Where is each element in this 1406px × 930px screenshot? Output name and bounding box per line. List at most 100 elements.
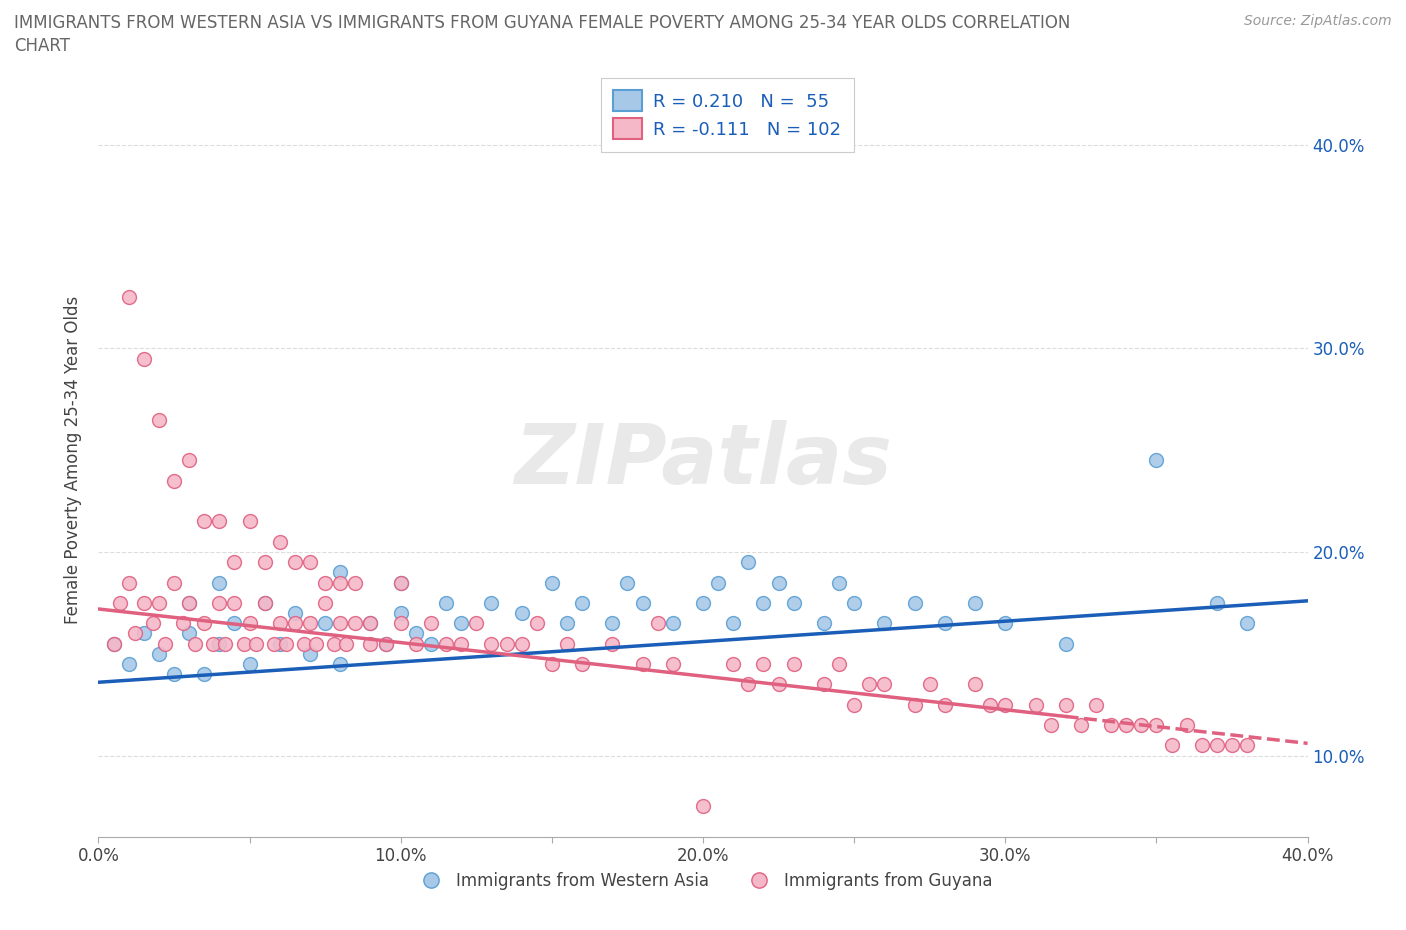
Point (299, 646, 322, 661)
Point (1024, 698, 1046, 712)
Point (208, 575, 231, 590)
Point (571, 595, 593, 610)
Point (148, 412, 170, 427)
Point (284, 616, 307, 631)
Point (253, 554, 276, 569)
Point (1144, 453, 1167, 468)
Point (374, 636, 396, 651)
Point (148, 646, 170, 661)
Y-axis label: Female Poverty Among 25-34 Year Olds: Female Poverty Among 25-34 Year Olds (65, 297, 83, 624)
Point (828, 575, 851, 590)
Point (1236, 616, 1258, 631)
Point (263, 636, 285, 651)
Text: IMMIGRANTS FROM WESTERN ASIA VS IMMIGRANTS FROM GUYANA FEMALE POVERTY AMONG 25-3: IMMIGRANTS FROM WESTERN ASIA VS IMMIGRAN… (14, 14, 1070, 32)
Point (239, 616, 262, 631)
Point (631, 657, 654, 671)
Point (1160, 737, 1182, 752)
Point (1191, 737, 1213, 752)
Point (193, 616, 215, 631)
Point (858, 677, 880, 692)
Point (571, 657, 593, 671)
Point (299, 554, 322, 569)
Point (269, 535, 291, 550)
Point (481, 636, 503, 651)
Point (828, 657, 851, 671)
Point (208, 595, 231, 610)
Point (602, 636, 624, 651)
Point (979, 698, 1001, 712)
Point (495, 636, 517, 651)
Point (153, 636, 176, 651)
Point (314, 575, 336, 590)
Point (661, 657, 683, 671)
Point (163, 575, 186, 590)
Point (510, 636, 533, 651)
Point (389, 616, 412, 631)
Point (360, 616, 382, 631)
Point (481, 595, 503, 610)
Point (360, 616, 382, 631)
Point (555, 616, 578, 631)
Point (904, 698, 927, 712)
Point (208, 636, 231, 651)
Point (1085, 698, 1108, 712)
Point (1054, 636, 1077, 651)
Point (994, 616, 1017, 631)
Point (245, 636, 267, 651)
Point (284, 554, 307, 569)
Point (329, 575, 352, 590)
Point (179, 453, 201, 468)
Point (389, 575, 412, 590)
Point (329, 657, 352, 671)
Point (374, 636, 396, 651)
Text: ZIPatlas: ZIPatlas (515, 419, 891, 501)
Point (108, 595, 131, 610)
Point (323, 636, 346, 651)
Point (344, 575, 367, 590)
Point (540, 575, 562, 590)
Point (274, 636, 297, 651)
Point (1236, 737, 1258, 752)
Point (118, 290, 141, 305)
Point (692, 595, 714, 610)
Point (1175, 718, 1198, 733)
Point (389, 605, 412, 620)
Text: CHART: CHART (14, 37, 70, 55)
Point (148, 595, 170, 610)
Point (118, 575, 141, 590)
Point (284, 605, 307, 620)
Point (918, 677, 941, 692)
Point (904, 595, 927, 610)
Point (292, 636, 315, 651)
Point (844, 595, 866, 610)
Point (224, 595, 246, 610)
Point (723, 616, 745, 631)
Point (934, 616, 956, 631)
Point (389, 575, 412, 590)
Point (510, 605, 533, 620)
Point (224, 616, 246, 631)
Point (224, 554, 246, 569)
Point (193, 667, 215, 682)
Point (305, 636, 328, 651)
Point (163, 473, 186, 488)
Point (202, 636, 225, 651)
Point (737, 554, 759, 569)
Point (184, 636, 207, 651)
Point (1130, 718, 1153, 733)
Point (737, 677, 759, 692)
Point (965, 677, 987, 692)
Point (450, 616, 472, 631)
Point (253, 595, 276, 610)
Point (314, 595, 336, 610)
Point (1039, 718, 1062, 733)
Point (179, 595, 201, 610)
Point (540, 657, 562, 671)
Point (647, 616, 669, 631)
Point (631, 595, 654, 610)
Point (179, 595, 201, 610)
Point (616, 575, 638, 590)
Point (752, 595, 775, 610)
Point (214, 636, 236, 651)
Point (1206, 595, 1229, 610)
